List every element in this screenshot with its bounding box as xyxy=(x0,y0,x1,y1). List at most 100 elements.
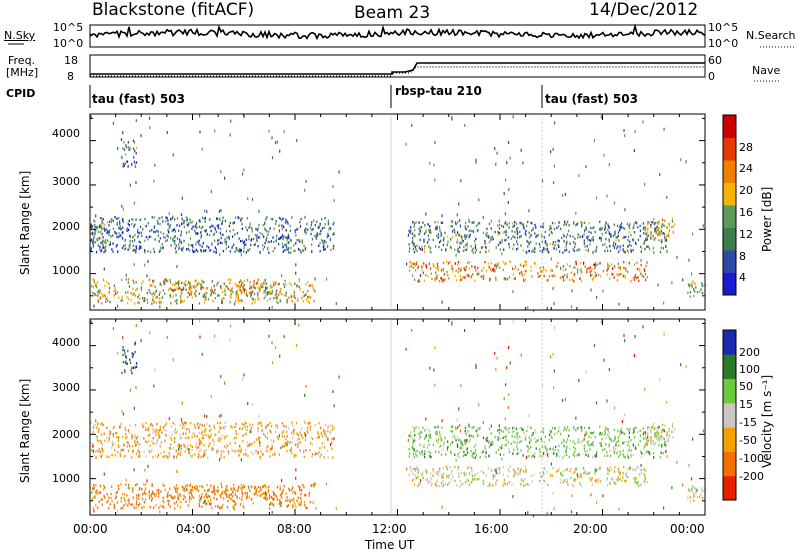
heatmap-cell xyxy=(197,426,200,429)
heatmap-cell xyxy=(553,181,555,185)
heatmap-cell xyxy=(427,428,429,431)
heatmap-cell xyxy=(279,494,282,497)
heatmap-cell xyxy=(225,486,228,490)
heatmap-cell xyxy=(692,437,694,441)
heatmap-cell xyxy=(635,426,637,429)
heatmap-cell xyxy=(520,449,522,452)
heatmap-cell xyxy=(250,291,252,294)
heatmap-cell xyxy=(430,484,433,487)
heatmap-cell xyxy=(294,302,296,305)
heatmap-cell xyxy=(475,249,477,252)
heatmap-cell xyxy=(127,441,129,444)
heatmap-cell xyxy=(525,434,527,438)
heatmap-cell xyxy=(572,453,574,456)
heatmap-cell xyxy=(198,450,200,453)
heatmap-cell xyxy=(304,294,306,297)
heatmap-cell xyxy=(241,495,243,498)
heatmap-cell xyxy=(549,242,551,246)
heatmap-cell xyxy=(190,221,192,224)
heatmap-cell xyxy=(111,443,114,447)
heatmap-cell xyxy=(303,244,305,248)
heatmap-cell xyxy=(438,485,441,488)
heatmap-cell xyxy=(288,427,290,430)
heatmap-cell xyxy=(331,428,333,431)
heatmap-cell xyxy=(210,294,212,297)
heatmap-cell xyxy=(294,231,296,234)
heatmap-cell xyxy=(597,468,599,471)
heatmap-cell xyxy=(231,426,233,429)
heatmap-cell xyxy=(196,435,198,438)
heatmap-cell xyxy=(558,467,560,471)
heatmap-cell xyxy=(621,225,623,229)
heatmap-cell xyxy=(436,472,439,476)
heatmap-cell xyxy=(534,223,536,227)
heatmap-cell xyxy=(127,278,130,281)
heatmap-cell xyxy=(98,225,100,229)
heatmap-cell xyxy=(112,433,114,436)
heatmap-cell xyxy=(410,229,412,233)
heatmap-cell xyxy=(132,287,134,291)
heatmap-cell xyxy=(643,226,645,229)
heatmap-cell xyxy=(116,243,118,247)
heatmap-cell xyxy=(642,275,645,278)
heatmap-cell xyxy=(225,247,227,250)
heatmap-cell xyxy=(418,221,420,224)
heatmap-cell xyxy=(103,432,105,435)
heatmap-cell xyxy=(468,423,470,427)
heatmap-cell xyxy=(473,478,475,481)
heatmap-cell xyxy=(314,290,316,293)
heatmap-cell xyxy=(592,456,594,459)
heatmap-cell xyxy=(256,450,258,454)
heatmap-cell xyxy=(495,276,497,279)
heatmap-cell xyxy=(410,470,413,473)
heatmap-cell xyxy=(178,448,180,452)
heatmap-cell xyxy=(135,452,138,455)
heatmap-cell xyxy=(184,489,186,493)
heatmap-cell xyxy=(305,436,307,440)
heatmap-cell xyxy=(308,491,311,495)
heatmap-cell xyxy=(194,224,197,227)
heatmap-cell xyxy=(96,281,99,284)
heatmap-cell xyxy=(534,437,536,440)
heatmap-cell xyxy=(134,162,136,166)
heatmap-cell xyxy=(214,239,216,242)
heatmap-cell xyxy=(419,431,421,434)
heatmap-cell xyxy=(144,440,146,443)
heatmap-cell xyxy=(299,486,301,489)
heatmap-cell xyxy=(415,248,417,251)
heatmap-cell xyxy=(149,229,151,233)
heatmap-cell xyxy=(91,233,93,236)
heatmap-cell xyxy=(497,467,499,470)
heatmap-cell xyxy=(119,453,122,456)
heatmap-cell xyxy=(609,449,611,453)
heatmap-cell xyxy=(424,250,426,254)
heatmap-cell xyxy=(290,283,292,287)
heatmap-cell xyxy=(488,454,490,458)
heatmap-cell xyxy=(543,274,545,278)
heatmap-cell xyxy=(117,451,119,454)
heatmap-cell xyxy=(551,231,553,235)
heatmap-cell xyxy=(152,492,154,495)
heatmap-cell xyxy=(242,241,245,244)
heatmap-cell xyxy=(130,503,132,506)
heatmap-cell xyxy=(569,234,571,238)
heatmap-cell xyxy=(148,494,150,498)
heatmap-cell xyxy=(446,448,448,452)
heatmap-cell xyxy=(459,429,461,433)
heatmap-cell xyxy=(132,353,135,356)
heatmap-cell xyxy=(147,464,149,468)
heatmap-cell xyxy=(443,236,445,240)
heatmap-cell xyxy=(274,247,276,250)
heatmap-cell xyxy=(238,281,241,284)
heatmap-cell xyxy=(115,232,118,235)
heatmap-cell xyxy=(650,436,652,439)
heatmap-cell xyxy=(482,277,485,281)
heatmap-cell xyxy=(121,295,123,298)
heatmap-cell xyxy=(623,454,625,458)
heatmap-cell xyxy=(543,247,545,250)
heatmap-cell xyxy=(465,243,467,247)
heatmap-cell xyxy=(457,247,459,251)
heatmap-cell xyxy=(217,217,219,221)
heatmap-cell xyxy=(634,275,636,279)
heatmap-cell xyxy=(652,217,655,221)
